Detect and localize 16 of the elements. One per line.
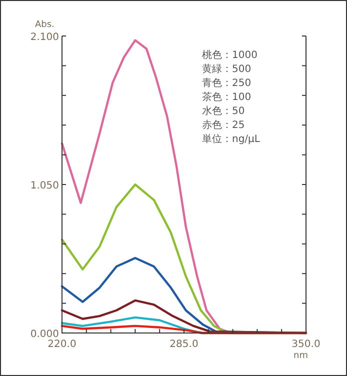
annotation: 赤色：25 — [202, 119, 245, 131]
annotation: 青色：250 — [202, 77, 252, 89]
x-tick-label: 350.0 — [292, 339, 320, 350]
y-axis-title: Abs. — [35, 20, 54, 30]
annotation: 単位：ng/μL — [202, 133, 260, 145]
y-tick-label: 0.000 — [30, 329, 59, 340]
x-tick-label: 285.0 — [170, 339, 198, 350]
annotation: 黄緑：500 — [202, 63, 252, 75]
annotation: 水色：50 — [202, 105, 245, 117]
x-axis-title: nm — [294, 351, 308, 361]
x-tick-label: 220.0 — [48, 339, 76, 350]
annotation: 茶色：100 — [202, 91, 252, 103]
y-tick-label: 1.050 — [30, 180, 59, 192]
annotation: 桃色：1000 — [202, 49, 258, 61]
y-tick-label: 2.100 — [30, 32, 59, 43]
line-series — [60, 324, 308, 334]
